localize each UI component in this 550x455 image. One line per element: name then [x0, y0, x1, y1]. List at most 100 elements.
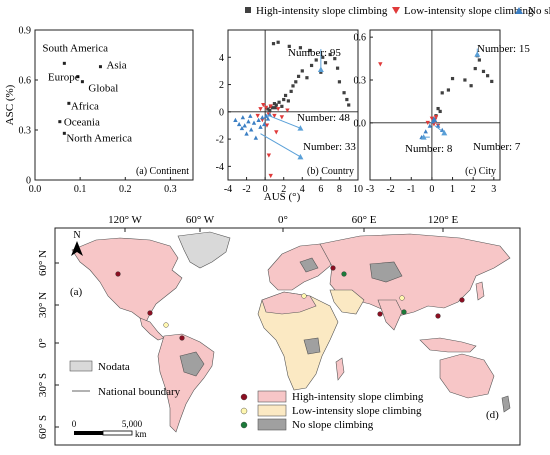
annotation-label: Number: 8: [405, 143, 453, 155]
point-label: Asia: [106, 60, 126, 72]
central-america: [139, 317, 165, 341]
point-low: [263, 105, 269, 110]
point-none: [240, 115, 246, 120]
lon-tick-label: 60° E: [352, 214, 377, 226]
south-america-gray: [179, 351, 205, 377]
north-america: [71, 237, 183, 323]
point-low: [275, 107, 281, 112]
point-label: Africa: [71, 100, 99, 112]
point-none: [249, 127, 254, 132]
point-none: [432, 117, 438, 122]
new-zealand: [501, 395, 511, 413]
x-tick-label: -3: [366, 184, 374, 195]
point-low: [266, 153, 272, 158]
legend-nodata-swatch: [69, 360, 93, 372]
point-low: [264, 123, 270, 128]
legend-low-label: Low-intensity slope climbing: [404, 5, 534, 17]
city-dots: [115, 265, 465, 341]
point-high: [283, 93, 288, 98]
x-tick-label: -2: [386, 184, 394, 195]
city-dot-none: [341, 271, 347, 277]
point-none: [242, 123, 247, 128]
city-dot-low: [163, 322, 169, 328]
map-legend-high: High-intensity slope climbing: [292, 391, 424, 403]
city-dot-high: [147, 310, 153, 316]
y-tick-label: 0.3: [354, 76, 367, 87]
point-none: [263, 113, 269, 118]
point-low: [429, 116, 435, 121]
x-axis-title: AUS (°): [264, 191, 301, 203]
annotation-label: Number: 7: [473, 141, 521, 153]
point-continent: [62, 61, 66, 65]
point-low: [285, 108, 290, 113]
point-low: [425, 120, 430, 126]
point-low: [274, 130, 279, 135]
point-none: [423, 129, 428, 134]
lat-tick-label: 60° N: [37, 250, 49, 276]
point-none: [256, 117, 261, 122]
x-tick-label: 3: [491, 184, 496, 195]
city-dot-high: [115, 271, 121, 277]
asia-gray: [369, 261, 403, 283]
scale-bar: 0 5,000 km: [72, 419, 147, 439]
africa-gray: [303, 337, 321, 355]
legend-high-label: High-intensity slope climbing: [256, 5, 388, 17]
point-low: [433, 115, 439, 120]
point-none: [233, 117, 238, 122]
point-none: [260, 115, 265, 120]
x-tick-label: 4: [300, 184, 305, 195]
x-tick-label: -2: [242, 184, 250, 195]
point-high: [473, 66, 477, 71]
annotation-arrowhead: [297, 125, 304, 131]
y-tick-label: 0.3: [19, 126, 32, 137]
point-high: [328, 52, 332, 57]
point-low: [268, 173, 273, 179]
point-none: [265, 116, 271, 121]
x-tick-label: 8: [337, 184, 342, 195]
x-tick-label: 0.2: [119, 184, 132, 195]
point-none: [239, 125, 245, 131]
point-none: [427, 123, 433, 128]
map-graticule-ticks: [55, 228, 444, 428]
north-arrow-icon: [71, 241, 83, 256]
continent-shapes: [71, 231, 511, 433]
annotation-label: Number: 33: [303, 141, 356, 153]
point-low: [258, 107, 263, 112]
point-high: [272, 102, 277, 106]
x-tick-label: 0: [429, 184, 434, 195]
annotation-arrow: [260, 133, 301, 158]
point-low: [279, 115, 285, 120]
y-tick-label: 0: [219, 107, 224, 118]
point-none: [248, 113, 253, 118]
indonesia: [419, 337, 477, 353]
north-arrow: N: [71, 230, 83, 256]
point-high: [333, 57, 337, 61]
map-legend-low: Low-intensity slope climbing: [292, 405, 422, 417]
annotation-label: Number: 48: [297, 112, 350, 124]
top-legend: High-intensity slope climbing Low-intens…: [245, 5, 550, 17]
map-legend: High-intensity slope climbing Low-intens…: [240, 390, 424, 431]
x-tick-label: 1: [450, 184, 455, 195]
point-high: [347, 103, 351, 107]
map-panel-label: (a): [70, 286, 83, 298]
legend-low-marker: [392, 7, 400, 14]
y-tick-label: 0: [26, 176, 31, 187]
annotation-arrowhead: [317, 66, 324, 73]
annotation-arrowhead: [297, 153, 304, 160]
legend-swatch-low: [257, 404, 287, 417]
point-high: [337, 80, 342, 84]
point-high: [282, 97, 286, 102]
point-low: [261, 103, 266, 108]
point-high: [438, 109, 442, 114]
annotation-label: Number: 95: [288, 47, 341, 59]
point-high: [287, 44, 291, 48]
point-high: [270, 106, 275, 110]
plot-frame: [369, 29, 501, 181]
city-dot-high: [435, 313, 441, 319]
y-tick-label: -4: [216, 162, 224, 173]
point-high: [440, 91, 444, 95]
x-tick-label: -4: [224, 184, 232, 195]
plot-frame: [227, 29, 359, 181]
india: [377, 299, 403, 331]
